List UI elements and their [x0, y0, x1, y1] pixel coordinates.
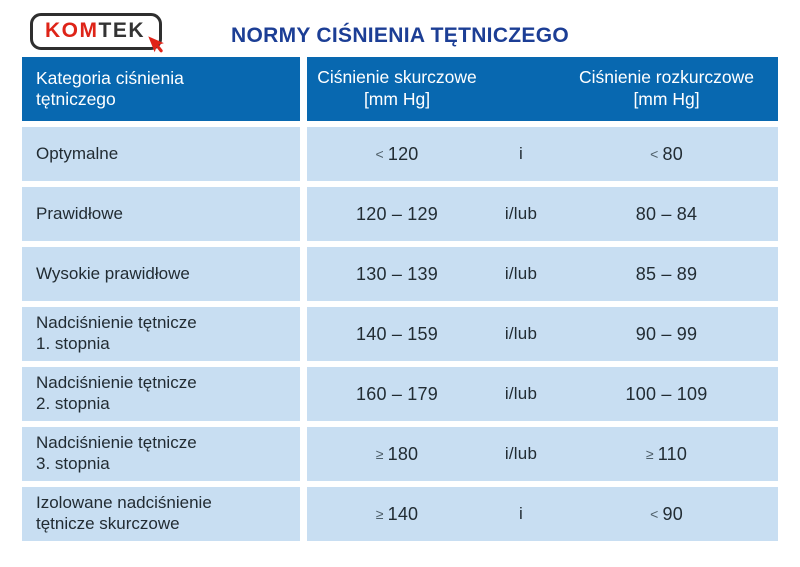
- table-row-nadcisnienie-3: Nadciśnienie tętnicze 3. stopnia ≥180 i/…: [22, 427, 778, 481]
- table-row-nadcisnienie-1: Nadciśnienie tętnicze 1. stopnia 140 – 1…: [22, 307, 778, 361]
- header-diastolic-line1: Ciśnienie rozkurczowe: [578, 67, 755, 88]
- row-values: ≥180 i/lub ≥110: [307, 427, 778, 481]
- blood-pressure-table: Kategoria ciśnienia tętniczego Ciśnienie…: [22, 57, 778, 541]
- conjunction: i/lub: [504, 204, 538, 223]
- diastolic-value: 80 – 84: [555, 204, 778, 225]
- row-values: 120 – 129 i/lub 80 – 84: [307, 187, 778, 241]
- row-category: Prawidłowe: [22, 187, 300, 241]
- header-values: Ciśnienie skurczowe [mm Hg] Ciśnienie ro…: [307, 57, 778, 121]
- conjunction: i/lub: [504, 264, 538, 283]
- cursor-arrow-icon: [146, 35, 168, 57]
- conjunction: i/lub: [504, 384, 538, 403]
- diastolic-number: 90: [662, 503, 683, 524]
- header-systolic: Ciśnienie skurczowe [mm Hg]: [307, 67, 487, 111]
- category-line2: 3. stopnia: [36, 454, 110, 473]
- category-line1: Optymalne: [36, 143, 119, 163]
- table-row-nadcisnienie-2: Nadciśnienie tętnicze 2. stopnia 160 – 1…: [22, 367, 778, 421]
- row-values: ≥140 i <90: [307, 487, 778, 541]
- page-title: NORMY CIŚNIENIA TĘTNICZEGO: [231, 24, 569, 47]
- table-row-wysokie-prawidlowe: Wysokie prawidłowe 130 – 139 i/lub 85 – …: [22, 247, 778, 301]
- diastolic-symbol: <: [650, 145, 659, 162]
- row-category: Nadciśnienie tętnicze 3. stopnia: [22, 427, 300, 481]
- diastolic-value: ≥110: [555, 444, 778, 465]
- systolic-number: 140: [387, 503, 419, 524]
- header-category-line2: tętniczego: [36, 89, 116, 109]
- diastolic-number: 80: [662, 143, 683, 164]
- table-row-prawidlowe: Prawidłowe 120 – 129 i/lub 80 – 84: [22, 187, 778, 241]
- diastolic-value: <80: [555, 144, 778, 165]
- table-header-row: Kategoria ciśnienia tętniczego Ciśnienie…: [22, 57, 778, 121]
- diastolic-number: 80 – 84: [635, 203, 698, 224]
- logo-text-tek: TEK: [98, 19, 145, 42]
- systolic-value: ≥140: [307, 504, 487, 525]
- header-category-line1: Kategoria ciśnienia: [36, 67, 184, 88]
- systolic-value: 140 – 159: [307, 324, 487, 345]
- diastolic-number: 90 – 99: [635, 323, 698, 344]
- systolic-number: 180: [387, 443, 419, 464]
- header-category: Kategoria ciśnienia tętniczego: [22, 57, 300, 121]
- category-line2: tętnicze skurczowe: [36, 514, 180, 533]
- diastolic-symbol: ≥: [645, 445, 654, 462]
- category-line1: Nadciśnienie tętnicze: [36, 313, 197, 333]
- conjunction: i/lub: [504, 444, 538, 463]
- category-line1: Prawidłowe: [36, 203, 123, 223]
- systolic-value: 120 – 129: [307, 204, 487, 225]
- diastolic-value: 100 – 109: [555, 384, 778, 405]
- category-line1: Nadciśnienie tętnicze: [36, 373, 197, 393]
- row-category: Wysokie prawidłowe: [22, 247, 300, 301]
- header-diastolic-line2: [mm Hg]: [633, 89, 700, 109]
- diastolic-number: 110: [657, 443, 688, 464]
- top-bar: KOM TEK NORMY CIŚNIENIA TĘTNICZEGO: [0, 0, 800, 57]
- systolic-number: 130 – 139: [356, 263, 438, 284]
- row-values: <120 i <80: [307, 127, 778, 181]
- row-category: Nadciśnienie tętnicze 2. stopnia: [22, 367, 300, 421]
- table-row-optymalne: Optymalne <120 i <80: [22, 127, 778, 181]
- row-values: 160 – 179 i/lub 100 – 109: [307, 367, 778, 421]
- row-values: 130 – 139 i/lub 85 – 89: [307, 247, 778, 301]
- conjunction: i/lub: [504, 324, 538, 343]
- logo-text-kom: KOM: [45, 19, 99, 42]
- header-diastolic: Ciśnienie rozkurczowe [mm Hg]: [555, 67, 778, 111]
- diastolic-value: <90: [555, 504, 778, 525]
- category-line2: 1. stopnia: [36, 334, 110, 353]
- category-line1: Izolowane nadciśnienie: [36, 493, 212, 513]
- category-line2: 2. stopnia: [36, 394, 110, 413]
- row-category: Optymalne: [22, 127, 300, 181]
- systolic-number: 140 – 159: [356, 323, 438, 344]
- systolic-number: 120: [387, 143, 419, 164]
- diastolic-symbol: <: [650, 505, 659, 522]
- header-systolic-line2: [mm Hg]: [363, 89, 431, 109]
- diastolic-value: 90 – 99: [555, 324, 778, 345]
- diastolic-number: 100 – 109: [625, 383, 708, 404]
- conjunction: i: [519, 144, 523, 163]
- conjunction: i: [519, 504, 523, 523]
- row-category: Izolowane nadciśnienie tętnicze skurczow…: [22, 487, 300, 541]
- row-category: Nadciśnienie tętnicze 1. stopnia: [22, 307, 300, 361]
- diastolic-value: 85 – 89: [555, 264, 778, 285]
- row-values: 140 – 159 i/lub 90 – 99: [307, 307, 778, 361]
- systolic-number: 160 – 179: [356, 383, 438, 404]
- table-row-izolowane: Izolowane nadciśnienie tętnicze skurczow…: [22, 487, 778, 541]
- header-systolic-line1: Ciśnienie skurczowe: [317, 67, 477, 88]
- systolic-value: 160 – 179: [307, 384, 487, 405]
- systolic-number: 120 – 129: [356, 203, 438, 224]
- systolic-value: ≥180: [307, 444, 487, 465]
- category-line1: Wysokie prawidłowe: [36, 263, 190, 283]
- komtek-logo: KOM TEK: [30, 13, 164, 53]
- systolic-symbol: ≥: [375, 505, 384, 522]
- diastolic-number: 85 – 89: [635, 263, 698, 284]
- systolic-symbol: <: [375, 145, 384, 162]
- systolic-value: 130 – 139: [307, 264, 487, 285]
- category-line1: Nadciśnienie tętnicze: [36, 433, 197, 453]
- systolic-value: <120: [307, 144, 487, 165]
- systolic-symbol: ≥: [375, 445, 384, 462]
